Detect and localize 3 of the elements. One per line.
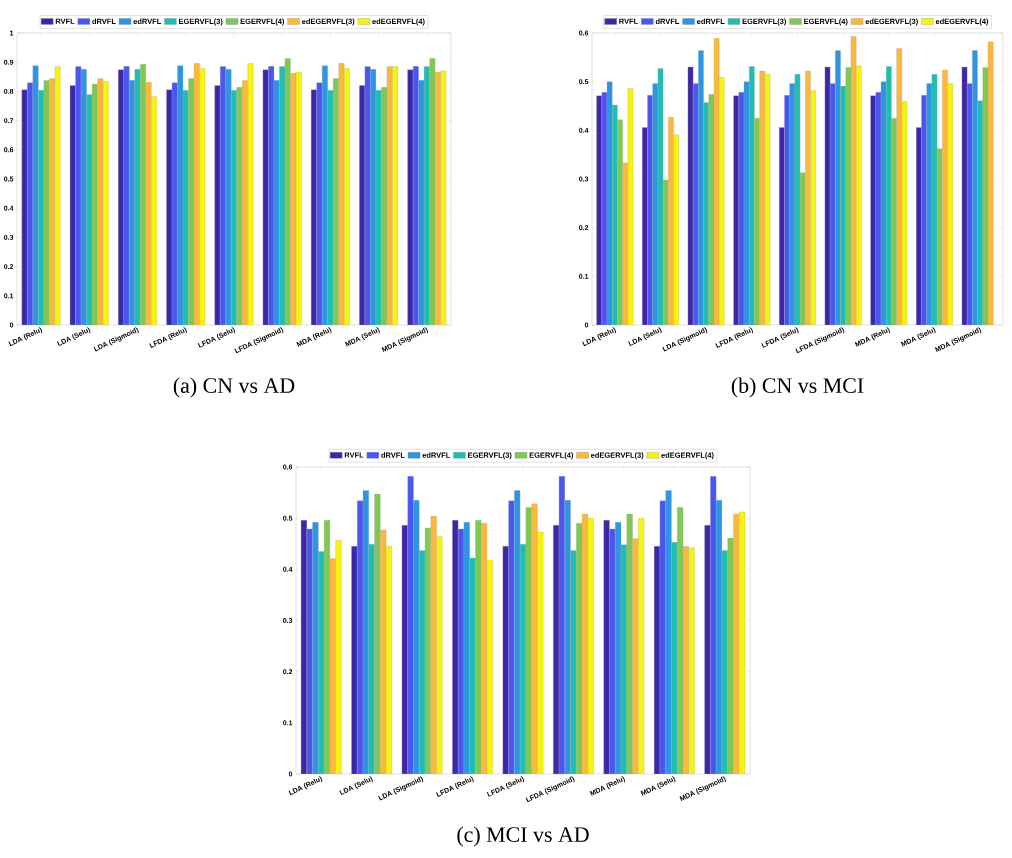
text: (c) MCI vs AD [457, 826, 589, 847]
text: (b) CN vs MCI [731, 377, 864, 398]
text: (a) CN vs AD [173, 377, 295, 398]
